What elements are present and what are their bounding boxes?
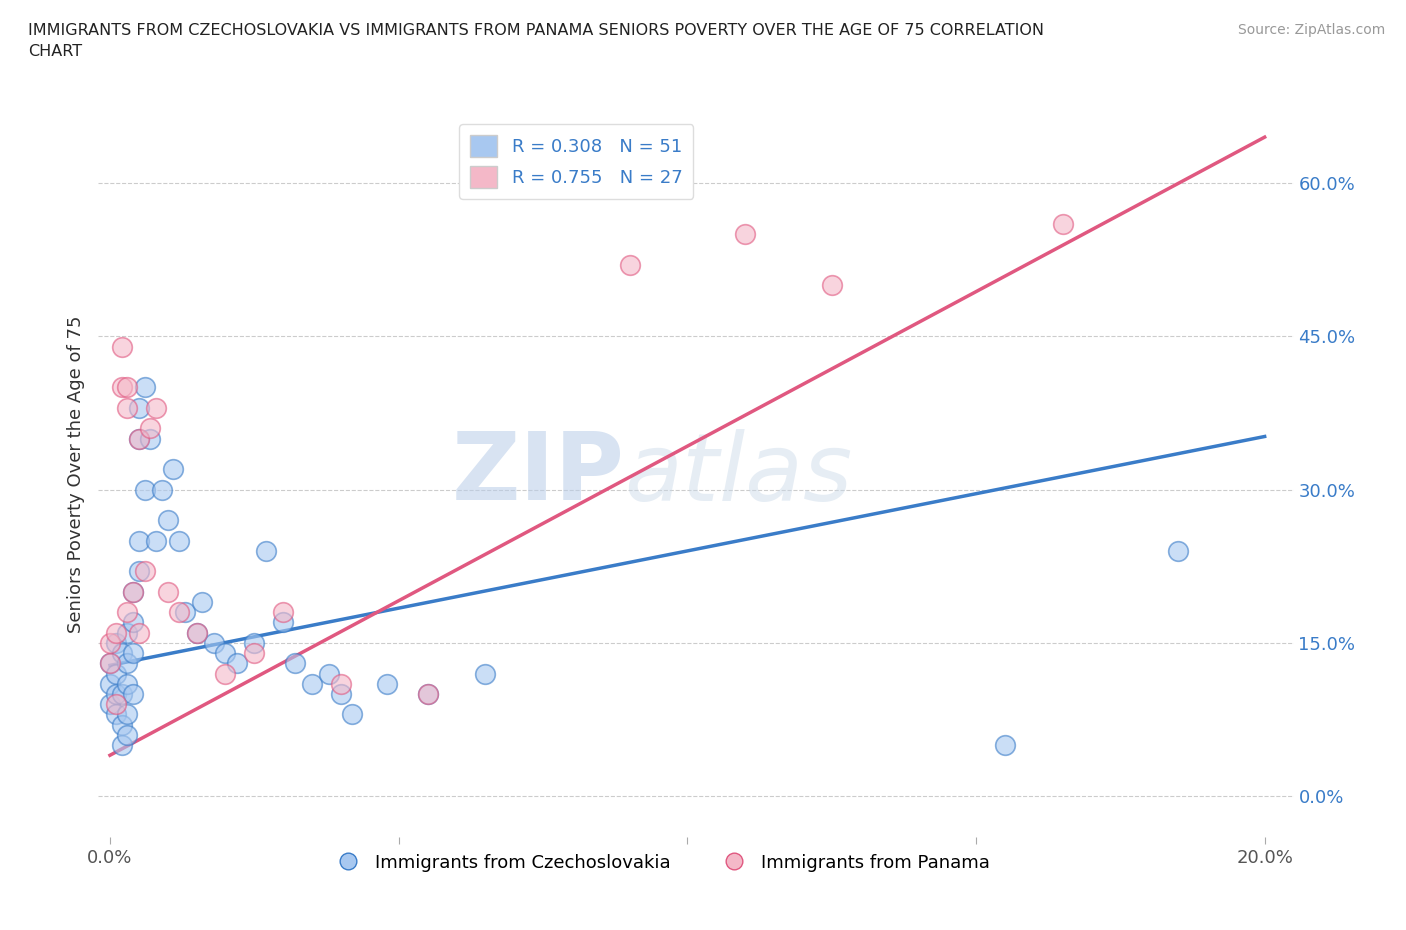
Point xyxy=(98,697,121,711)
Point xyxy=(104,635,127,650)
Point xyxy=(186,625,208,640)
Point xyxy=(98,656,121,671)
Point xyxy=(98,635,121,650)
Text: atlas: atlas xyxy=(624,429,852,520)
Point xyxy=(110,645,132,660)
Point xyxy=(117,604,139,619)
Point xyxy=(104,666,127,681)
Point xyxy=(416,686,439,701)
Point xyxy=(110,339,132,354)
Point xyxy=(128,533,150,548)
Point xyxy=(139,432,162,446)
Point xyxy=(104,707,127,722)
Legend: Immigrants from Czechoslovakia, Immigrants from Panama: Immigrants from Czechoslovakia, Immigran… xyxy=(323,846,997,879)
Point xyxy=(134,564,156,578)
Point xyxy=(145,401,167,416)
Point xyxy=(271,604,294,619)
Point xyxy=(416,686,439,701)
Point xyxy=(104,697,127,711)
Point xyxy=(117,676,139,691)
Point xyxy=(820,278,842,293)
Point xyxy=(243,645,266,660)
Point xyxy=(104,686,127,701)
Point xyxy=(174,604,197,619)
Point xyxy=(156,512,179,527)
Point xyxy=(214,666,236,681)
Point xyxy=(117,625,139,640)
Point xyxy=(122,686,145,701)
Point xyxy=(117,656,139,671)
Point xyxy=(191,594,214,609)
Point xyxy=(994,737,1017,752)
Point xyxy=(619,258,641,272)
Point xyxy=(128,564,150,578)
Point xyxy=(117,707,139,722)
Point xyxy=(134,482,156,497)
Text: Source: ZipAtlas.com: Source: ZipAtlas.com xyxy=(1237,23,1385,37)
Point xyxy=(284,656,307,671)
Point xyxy=(254,543,277,558)
Point xyxy=(734,227,756,242)
Point xyxy=(128,432,150,446)
Point xyxy=(162,462,184,477)
Point xyxy=(167,533,190,548)
Point xyxy=(128,401,150,416)
Point xyxy=(214,645,236,660)
Point xyxy=(318,666,340,681)
Point xyxy=(271,615,294,630)
Point xyxy=(122,645,145,660)
Point xyxy=(329,676,352,691)
Point xyxy=(110,737,132,752)
Point xyxy=(134,380,156,395)
Point xyxy=(1167,543,1189,558)
Point xyxy=(117,401,139,416)
Point xyxy=(226,656,249,671)
Point xyxy=(122,584,145,599)
Point xyxy=(150,482,173,497)
Point xyxy=(474,666,496,681)
Point xyxy=(110,717,132,732)
Text: ZIP: ZIP xyxy=(451,429,624,520)
Point xyxy=(202,635,225,650)
Point xyxy=(117,727,139,742)
Point xyxy=(117,380,139,395)
Point xyxy=(128,625,150,640)
Point xyxy=(1052,217,1074,232)
Point xyxy=(139,421,162,436)
Point xyxy=(122,615,145,630)
Point xyxy=(98,676,121,691)
Point xyxy=(122,584,145,599)
Point xyxy=(167,604,190,619)
Point xyxy=(104,625,127,640)
Point xyxy=(243,635,266,650)
Point xyxy=(145,533,167,548)
Point xyxy=(375,676,398,691)
Point xyxy=(110,686,132,701)
Point xyxy=(98,656,121,671)
Point xyxy=(186,625,208,640)
Point xyxy=(110,380,132,395)
Point xyxy=(301,676,323,691)
Text: IMMIGRANTS FROM CZECHOSLOVAKIA VS IMMIGRANTS FROM PANAMA SENIORS POVERTY OVER TH: IMMIGRANTS FROM CZECHOSLOVAKIA VS IMMIGR… xyxy=(28,23,1045,60)
Point xyxy=(156,584,179,599)
Point xyxy=(128,432,150,446)
Point xyxy=(342,707,364,722)
Y-axis label: Seniors Poverty Over the Age of 75: Seniors Poverty Over the Age of 75 xyxy=(66,315,84,633)
Point xyxy=(329,686,352,701)
